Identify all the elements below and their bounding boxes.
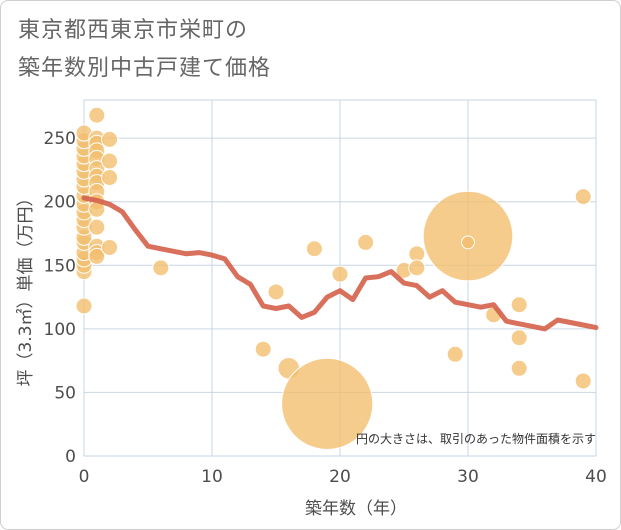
size-annotation: 円の大きさは、取引のあった物件面積を示す <box>356 431 596 446</box>
bubble-point <box>254 340 272 358</box>
bubble-point <box>88 247 106 265</box>
average-line <box>81 195 599 332</box>
bubble-point <box>101 130 119 148</box>
x-tick-label: 0 <box>79 467 90 487</box>
y-tick-label: 50 <box>54 383 76 403</box>
y-tick-label: 0 <box>65 447 76 467</box>
bubble-point <box>510 329 528 347</box>
bubble-point <box>408 259 426 277</box>
bubble-point <box>88 106 106 124</box>
bubble-point <box>510 359 528 377</box>
bubble-point <box>510 296 528 314</box>
bubble-point <box>101 169 119 187</box>
x-tick-label: 40 <box>585 467 607 487</box>
bubble-point <box>574 188 592 206</box>
bubble-series <box>75 106 592 450</box>
y-tick-label: 150 <box>44 256 76 276</box>
x-axis-title: 築年数（年） <box>305 499 407 519</box>
y-tick-label: 100 <box>44 320 76 340</box>
bubble-point <box>574 372 592 390</box>
y-axis-title: 坪（3.3㎡）単価（万円） <box>16 189 36 386</box>
bubble-point <box>88 218 106 236</box>
x-tick-label: 30 <box>457 467 479 487</box>
bubble-point <box>101 152 119 170</box>
bubble-point <box>446 345 464 363</box>
chart-title: 東京都西東京市栄町の 築年数別中古戸建て価格 <box>18 18 272 81</box>
bubble-point <box>305 240 323 258</box>
bubble-point <box>101 238 119 256</box>
bubble-point <box>331 265 349 283</box>
x-tick-label: 10 <box>201 467 223 487</box>
bubble-point <box>75 297 93 315</box>
bubble-point <box>461 235 475 250</box>
bubble-point <box>267 283 285 301</box>
bubble-point <box>281 357 374 450</box>
axis-ticks: 0 10 20 30 40 0 50 100 150 200 250 <box>44 129 607 487</box>
y-tick-label: 250 <box>44 129 76 149</box>
bubble-point <box>152 259 170 277</box>
bubble-point <box>357 233 375 251</box>
y-tick-label: 200 <box>44 193 76 213</box>
x-tick-label: 20 <box>329 467 351 487</box>
